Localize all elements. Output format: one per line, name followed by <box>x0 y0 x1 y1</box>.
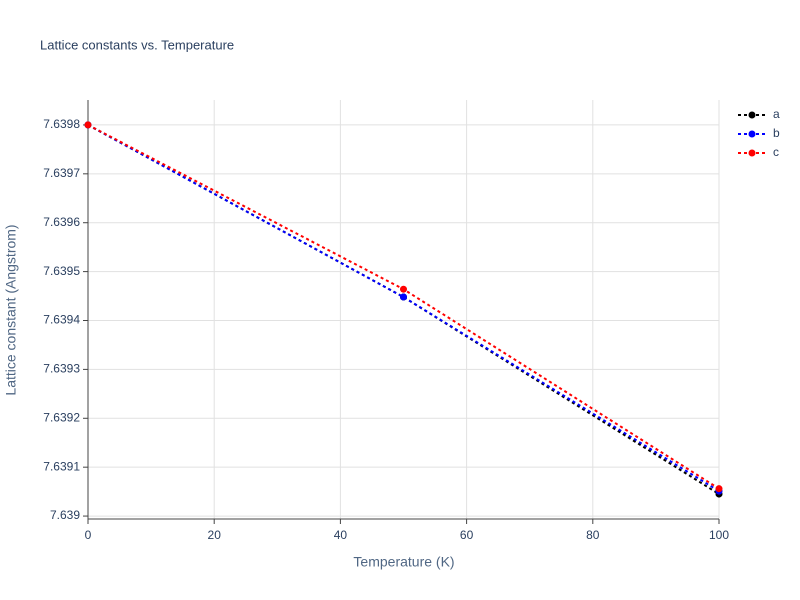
x-tick-label: 100 <box>709 528 729 542</box>
x-axis-title: Temperature (K) <box>353 554 454 570</box>
x-tick-label: 60 <box>460 528 474 542</box>
legend-label: a <box>773 107 780 121</box>
y-tick-label: 7.6393 <box>43 362 80 376</box>
y-tick-label: 7.639 <box>50 508 80 522</box>
point <box>84 121 92 129</box>
legend-marker <box>748 149 756 157</box>
legend-marker <box>748 130 756 138</box>
legend-label: b <box>773 126 780 140</box>
x-tick-label: 20 <box>208 528 222 542</box>
x-tick-label: 80 <box>586 528 600 542</box>
y-tick-label: 7.6398 <box>43 117 80 131</box>
y-tick-label: 7.6397 <box>43 166 80 180</box>
y-tick-label: 7.6396 <box>43 215 80 229</box>
y-tick-label: 7.6392 <box>43 410 80 424</box>
chart-title: Lattice constants vs. Temperature <box>40 37 234 52</box>
point <box>400 293 407 301</box>
y-tick-label: 7.6395 <box>43 264 80 278</box>
series-line <box>87 124 720 492</box>
legend-label: c <box>773 145 779 159</box>
point <box>715 485 723 493</box>
point <box>400 285 407 293</box>
y-tick-label: 7.6394 <box>43 313 80 327</box>
legend-marker <box>748 111 756 119</box>
y-tick-label: 7.6391 <box>43 459 80 473</box>
y-axis-title: Lattice constant (Angstrom) <box>3 224 19 395</box>
x-tick-label: 40 <box>334 528 348 542</box>
x-tick-label: 0 <box>85 528 92 542</box>
series-line <box>87 124 720 495</box>
